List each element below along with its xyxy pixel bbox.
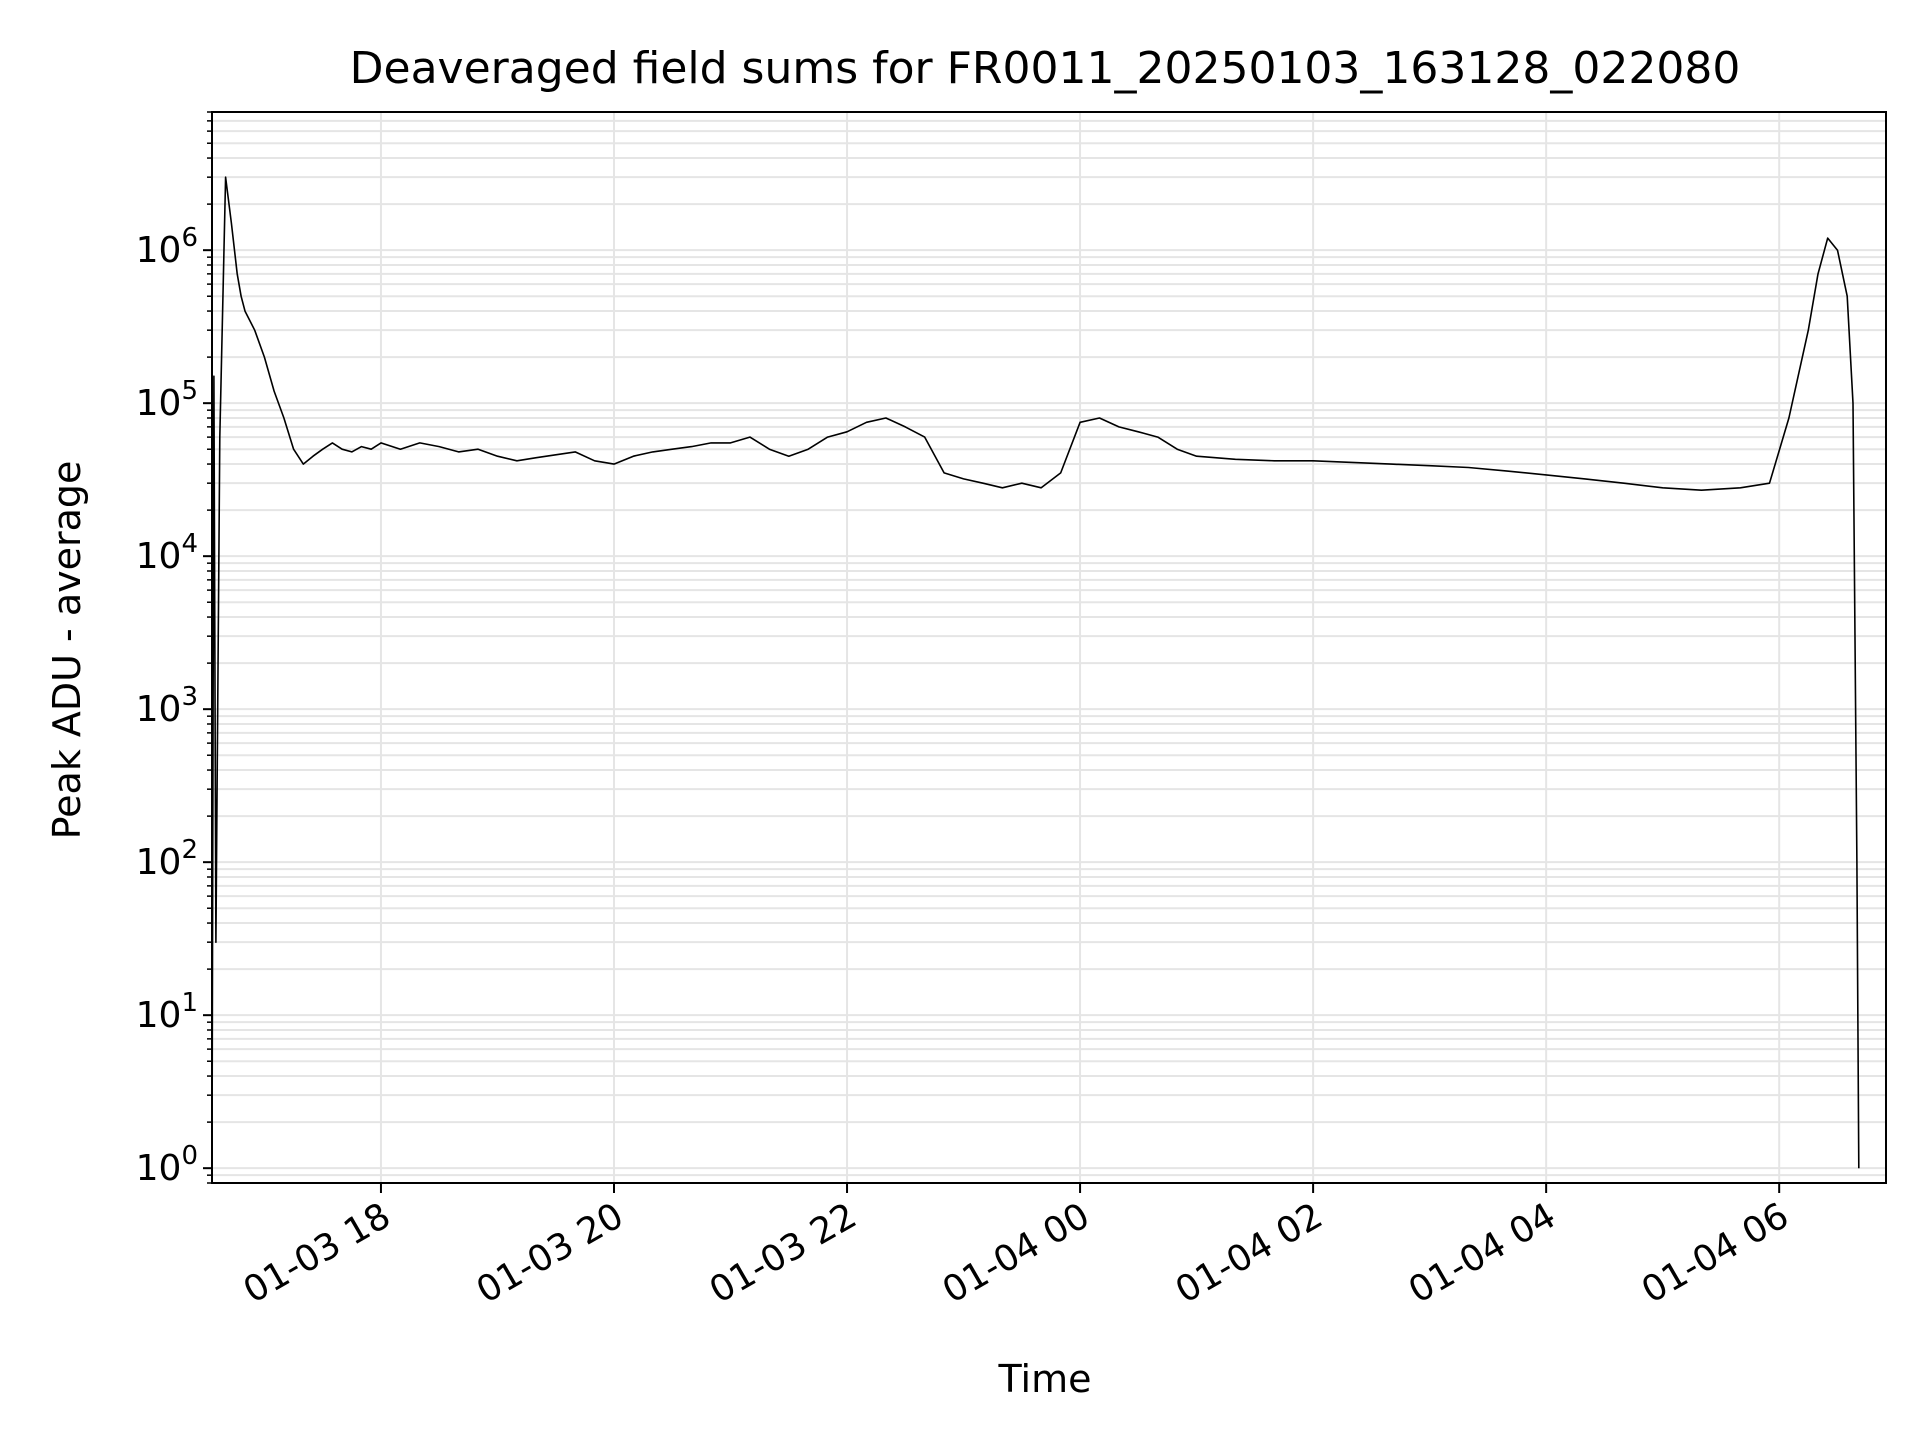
y-axis-label: Peak ADU - average <box>45 461 89 840</box>
y-tick-label-base: 10 <box>136 842 182 883</box>
y-tick-label: 105 <box>136 376 198 424</box>
y-tick-label-base: 10 <box>136 689 182 730</box>
plot-area <box>211 176 1860 1169</box>
y-tick-label-exponent: 6 <box>181 223 198 253</box>
y-tick-label-base: 10 <box>136 230 182 271</box>
y-tick-label: 103 <box>136 682 198 730</box>
y-tick-label-base: 10 <box>136 383 182 424</box>
y-tick-label-exponent: 4 <box>181 529 198 559</box>
chart-title: Deaveraged field sums for FR0011_2025010… <box>350 43 1741 94</box>
y-tick-label-exponent: 3 <box>181 682 198 712</box>
series-line <box>211 176 1860 1169</box>
y-tick-label: 104 <box>136 529 198 577</box>
y-tick-label-exponent: 1 <box>181 988 198 1018</box>
y-tick-label-exponent: 2 <box>181 835 198 865</box>
y-tick-label-base: 10 <box>136 995 182 1036</box>
y-tick-label: 102 <box>136 835 198 883</box>
axes-frame <box>211 111 1887 1184</box>
x-axis-label: Time <box>998 1357 1092 1401</box>
y-tick-label-exponent: 5 <box>181 376 198 406</box>
y-tick-label: 101 <box>136 988 198 1036</box>
y-tick-label-exponent: 0 <box>181 1141 198 1171</box>
grid-lines <box>212 111 1886 1184</box>
y-tick-label-base: 10 <box>136 1148 182 1189</box>
y-tick-label-base: 10 <box>136 536 182 577</box>
y-tick-label: 106 <box>136 223 198 271</box>
y-tick-label: 100 <box>136 1141 198 1189</box>
